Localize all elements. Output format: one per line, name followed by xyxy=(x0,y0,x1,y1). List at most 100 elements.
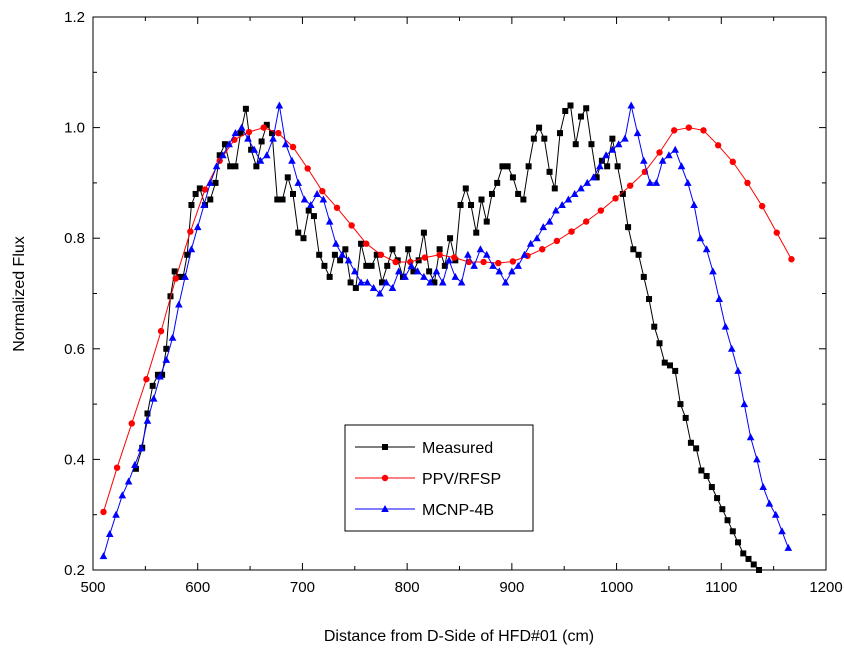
data-point xyxy=(237,130,244,137)
data-point xyxy=(546,168,553,175)
data-point xyxy=(310,213,317,220)
data-point xyxy=(305,207,312,214)
data-point xyxy=(626,182,634,189)
data-point xyxy=(451,254,458,261)
x-axis-title: Distance from D-Side of HFD#01 (cm) xyxy=(324,628,594,645)
data-point xyxy=(105,530,114,538)
data-point xyxy=(279,196,286,203)
data-point xyxy=(558,201,566,209)
data-point xyxy=(384,262,391,269)
data-point xyxy=(237,123,246,131)
data-point xyxy=(702,245,711,253)
data-point xyxy=(407,261,416,269)
data-point xyxy=(447,235,454,242)
data-point xyxy=(187,228,194,235)
x-tick-label: 500 xyxy=(80,579,105,596)
data-point xyxy=(420,229,427,236)
data-point xyxy=(313,189,321,197)
data-point xyxy=(685,124,693,131)
data-point xyxy=(227,163,234,170)
data-point xyxy=(99,552,108,560)
data-point xyxy=(275,101,284,109)
data-point xyxy=(740,400,749,408)
data-point xyxy=(426,278,434,286)
data-point xyxy=(376,289,384,297)
data-point xyxy=(331,251,338,258)
data-point xyxy=(533,234,541,242)
legend-marker xyxy=(381,505,389,512)
data-point xyxy=(715,295,723,303)
y-axis-title: Normalized Flux xyxy=(11,236,28,352)
data-point xyxy=(765,499,774,507)
data-point xyxy=(420,272,428,280)
data-point xyxy=(593,174,600,181)
data-point xyxy=(577,113,584,120)
data-point xyxy=(207,196,214,203)
data-point xyxy=(445,256,453,264)
data-point xyxy=(753,455,761,463)
data-point xyxy=(221,141,228,148)
data-point xyxy=(462,185,469,192)
data-point xyxy=(526,239,535,247)
data-point xyxy=(746,433,755,441)
data-point xyxy=(604,163,611,170)
data-point xyxy=(363,240,370,247)
data-point xyxy=(187,245,196,253)
axes: 500 600 700 800 900 1000 1100 1200 0.2 0.4 0.6 0.8 1… xyxy=(64,9,843,596)
data-point xyxy=(319,187,326,195)
data-point xyxy=(171,268,178,275)
data-point xyxy=(539,246,546,253)
data-point xyxy=(118,491,127,499)
data-point xyxy=(388,283,397,291)
y-tick-label: 0.8 xyxy=(64,230,85,247)
data-point xyxy=(501,278,510,286)
data-point xyxy=(124,477,133,485)
data-point xyxy=(159,371,166,378)
data-point xyxy=(658,156,667,164)
data-point xyxy=(588,141,595,148)
data-point xyxy=(316,251,323,258)
data-point xyxy=(724,517,731,524)
data-point xyxy=(489,261,497,269)
data-point xyxy=(149,394,158,402)
data-point xyxy=(168,333,177,341)
data-point xyxy=(379,279,386,286)
data-point xyxy=(589,173,598,181)
data-point xyxy=(244,134,252,142)
data-point xyxy=(304,165,311,172)
series-mcnp-4b xyxy=(99,101,793,560)
data-point xyxy=(729,158,737,166)
data-point xyxy=(714,142,722,149)
data-point xyxy=(112,510,120,518)
legend-marker xyxy=(381,474,389,482)
data-point xyxy=(759,483,767,491)
data-point xyxy=(457,278,466,286)
legend-label: PPV/RFSP xyxy=(422,471,501,488)
data-point xyxy=(627,101,636,109)
data-point xyxy=(294,178,303,186)
data-point xyxy=(333,204,341,211)
data-point xyxy=(263,121,270,128)
data-point xyxy=(216,152,223,159)
data-point xyxy=(401,272,409,280)
data-point xyxy=(499,163,506,170)
data-point xyxy=(181,272,189,280)
data-point xyxy=(253,163,260,170)
data-point xyxy=(651,323,658,330)
data-point xyxy=(784,543,793,551)
data-point xyxy=(131,460,139,468)
data-point xyxy=(583,178,592,186)
x-tick-label: 1200 xyxy=(809,579,842,596)
data-point xyxy=(200,201,208,209)
data-point xyxy=(750,561,757,568)
x-tick-label: 600 xyxy=(185,579,210,596)
data-point xyxy=(451,272,460,280)
data-point xyxy=(137,444,145,452)
data-point xyxy=(614,140,623,148)
data-point xyxy=(269,130,276,137)
y-tick-label: 1.2 xyxy=(64,9,85,26)
data-point xyxy=(149,382,156,389)
data-point xyxy=(567,102,574,109)
data-point xyxy=(597,207,605,214)
